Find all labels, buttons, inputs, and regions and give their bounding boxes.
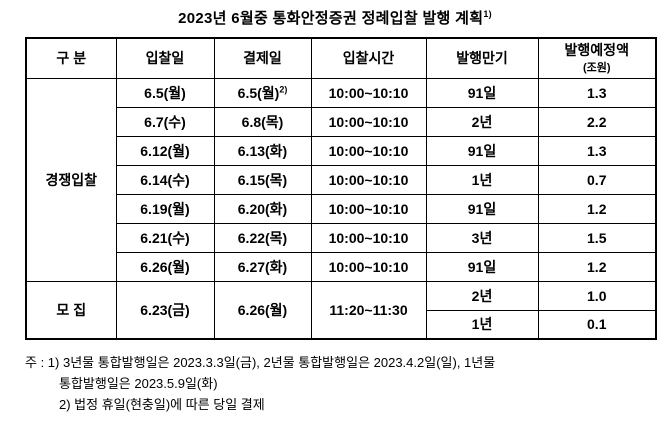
- footnote-line-1-continued: 통합발행일은 2023.5.9일(화): [59, 375, 218, 391]
- maturity-cell: 91일: [425, 77, 539, 108]
- auction-date-cell: 6.23(금): [115, 280, 215, 340]
- auction-date-cell: 6.14(수): [115, 164, 215, 195]
- auction-time-cell: 10:00~10:10: [310, 135, 427, 166]
- subscription-row: 1년 0.1: [26, 309, 657, 340]
- amount-cell: 1.3: [537, 77, 657, 108]
- auction-date-cell: 6.7(수): [115, 106, 215, 137]
- competitive-row: 6.26(월) 6.27(화) 10:00~10:10 91일 1.2: [26, 251, 657, 282]
- group-label-competitive: 경쟁입찰: [25, 77, 117, 282]
- maturity-cell: 3년: [425, 222, 539, 253]
- competitive-row: 6.19(월) 6.20(화) 10:00~10:10 91일 1.2: [26, 193, 657, 224]
- col-header-auction-time: 입찰시간: [310, 37, 427, 79]
- auction-time-cell: 10:00~10:10: [310, 164, 427, 195]
- auction-time-cell: 10:00~10:10: [310, 77, 427, 108]
- settlement-date-cell: 6.26(월): [213, 280, 312, 340]
- auction-time-cell: 10:00~10:10: [310, 222, 427, 253]
- maturity-cell: 1년: [425, 164, 539, 195]
- header-row: 구 분 입찰일 결제일 입찰시간 발행만기 발행예정액 (조원): [25, 37, 657, 79]
- footnotes: 주 : 1) 3년물 통합발행일은 2023.3.3일(금), 2년물 통합발행…: [25, 353, 660, 415]
- col-header-category: 구 분: [25, 37, 117, 79]
- subscription-row: 모 집 6.23(금) 6.26(월) 11:20~11:30 2년 1.0: [25, 280, 657, 340]
- group-label-subscription: 모 집: [25, 280, 117, 340]
- footnote-line-2: 2) 법정 휴일(현충일)에 따른 당일 결제: [59, 396, 265, 412]
- issuance-plan-table: 구 분 입찰일 결제일 입찰시간 발행만기 발행예정액 (조원) 경쟁입찰 6.…: [25, 37, 657, 340]
- settlement-date-cell: 6.5(월)2): [213, 77, 312, 108]
- col-header-maturity: 발행만기: [425, 37, 539, 79]
- settlement-date-cell: 6.8(목): [213, 106, 312, 137]
- amount-cell: 1.5: [537, 222, 657, 253]
- auction-time-cell: 10:00~10:10: [310, 106, 427, 137]
- amount-cell: 0.1: [537, 309, 657, 340]
- col-header-settlement-date: 결제일: [213, 37, 312, 79]
- competitive-row: 6.14(수) 6.15(목) 10:00~10:10 1년 0.7: [26, 164, 657, 195]
- auction-time-cell: 10:00~10:10: [310, 193, 427, 224]
- amount-cell: 1.2: [537, 193, 657, 224]
- settlement-date-cell: 6.22(목): [213, 222, 312, 253]
- maturity-cell: 91일: [425, 251, 539, 282]
- settlement-date-cell: 6.15(목): [213, 164, 312, 195]
- auction-date-cell: 6.5(월): [115, 77, 215, 108]
- maturity-cell: 91일: [425, 193, 539, 224]
- settlement-date-cell: 6.20(화): [213, 193, 312, 224]
- auction-date-cell: 6.21(수): [115, 222, 215, 253]
- auction-date-cell: 6.12(월): [115, 135, 215, 166]
- competitive-row: 6.7(수) 6.8(목) 10:00~10:10 2년 2.2: [26, 106, 657, 137]
- col-header-amount: 발행예정액 (조원): [537, 37, 657, 79]
- auction-date-cell: 6.19(월): [115, 193, 215, 224]
- settlement-date-text: 6.5(월): [237, 84, 280, 101]
- col-header-amount-unit: (조원): [582, 61, 611, 74]
- page-title-text: 2023년 6월중 통화안정증권 정례입찰 발행 계획: [178, 10, 484, 27]
- competitive-row: 경쟁입찰 6.5(월) 6.5(월)2) 10:00~10:10 91일 1.3: [25, 77, 657, 282]
- amount-cell: 1.3: [537, 135, 657, 166]
- maturity-cell: 1년: [425, 309, 539, 340]
- page-title: 2023년 6월중 통화안정증권 정례입찰 발행 계획1): [0, 7, 670, 28]
- amount-cell: 1.2: [537, 251, 657, 282]
- amount-cell: 2.2: [537, 106, 657, 137]
- competitive-row: 6.21(수) 6.22(목) 10:00~10:10 3년 1.5: [26, 222, 657, 253]
- maturity-cell: 2년: [425, 106, 539, 137]
- settlement-date-cell: 6.13(화): [213, 135, 312, 166]
- amount-cell: 1.0: [537, 280, 657, 311]
- maturity-cell: 91일: [425, 135, 539, 166]
- auction-time-cell: 11:20~11:30: [310, 280, 427, 340]
- competitive-row: 6.12(월) 6.13(화) 10:00~10:10 91일 1.3: [26, 135, 657, 166]
- amount-cell: 0.7: [537, 164, 657, 195]
- settlement-date-cell: 6.27(화): [213, 251, 312, 282]
- auction-date-cell: 6.26(월): [115, 251, 215, 282]
- title-footnote-marker: 1): [483, 9, 492, 19]
- footnote-line-1: 주 : 1) 3년물 통합발행일은 2023.3.3일(금), 2년물 통합발행…: [25, 355, 496, 370]
- maturity-cell: 2년: [425, 280, 539, 311]
- col-header-auction-date: 입찰일: [115, 37, 215, 79]
- settlement-footnote-marker: 2): [279, 83, 288, 94]
- col-header-amount-label: 발행예정액: [564, 41, 629, 58]
- auction-time-cell: 10:00~10:10: [310, 251, 427, 282]
